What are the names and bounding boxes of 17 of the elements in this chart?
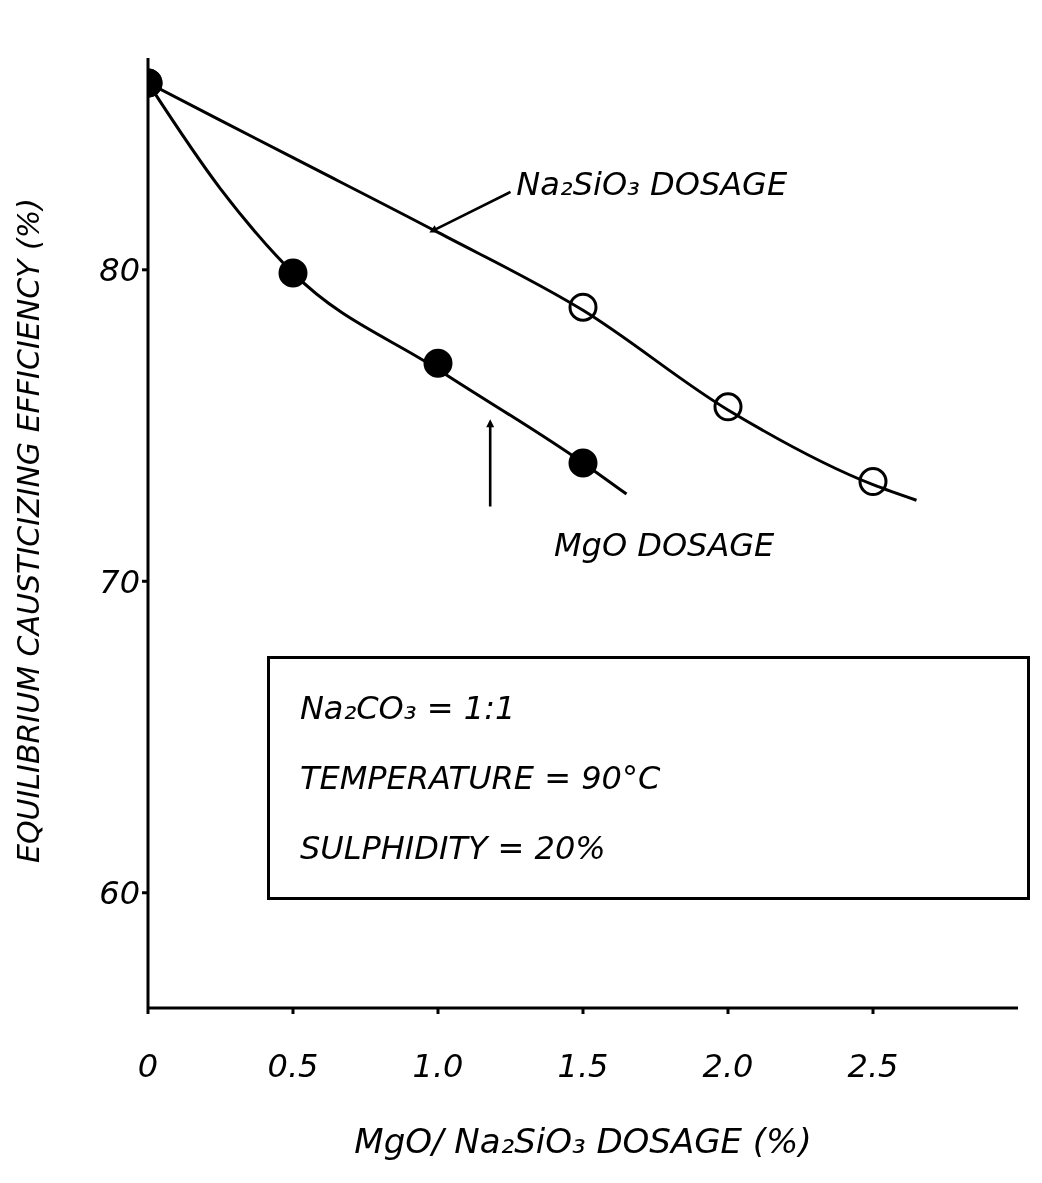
x-tick-label: 1.5 <box>557 1046 609 1085</box>
series-label: MgO DOSAGE <box>554 526 776 565</box>
series-label: Na₂SiO₃ DOSAGE <box>516 165 788 204</box>
x-tick-label: 2.5 <box>847 1046 899 1085</box>
x-tick-label: 1.0 <box>412 1046 464 1085</box>
y-axis-title: EQUILIBRIUM CAUSTICIZING EFFICIENCY (%) <box>10 198 46 863</box>
x-tick-label: 0 <box>137 1046 159 1085</box>
annotation: SULPHIDITY = 20% <box>299 828 607 870</box>
x-axis-title: MgO/ Na₂SiO₃ DOSAGE (%) <box>354 1121 812 1161</box>
annotation: TEMPERATURE = 90°C <box>299 758 662 800</box>
x-tick-label: 2.0 <box>702 1046 754 1085</box>
y-tick-label: 60 <box>99 874 140 913</box>
x-tick-label: 0.5 <box>267 1046 319 1085</box>
y-tick-label: 70 <box>99 562 140 601</box>
y-tick-label: 80 <box>99 251 140 290</box>
note-box: Na₂CO₃ = 1:1 TEMPERATURE = 90°C SULPHIDITY = 20% <box>266 656 1030 901</box>
annotation: Na₂CO₃ = 1:1 <box>299 688 517 730</box>
